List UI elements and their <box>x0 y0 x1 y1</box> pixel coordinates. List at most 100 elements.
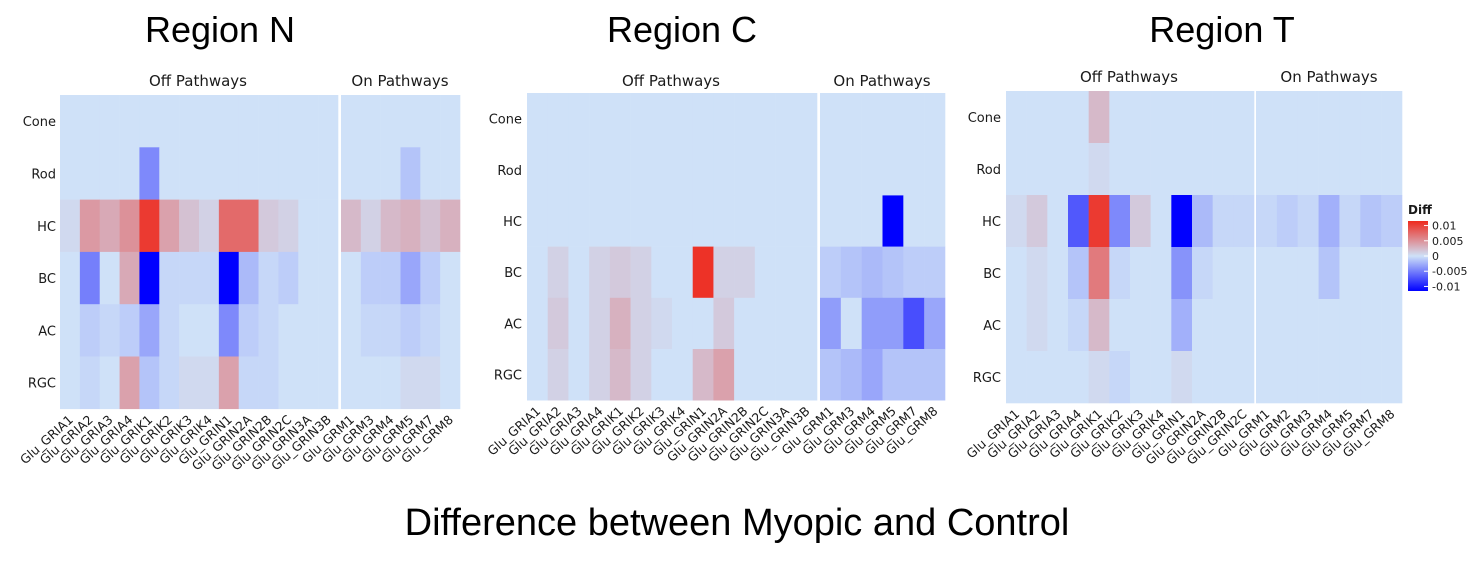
heatmap-cell <box>1339 143 1361 196</box>
heatmap-cell <box>1233 143 1255 196</box>
heatmap-cell <box>796 93 818 145</box>
heatmap-cell <box>796 349 818 401</box>
heatmap-cell <box>1088 351 1110 404</box>
heatmap-cell <box>1006 351 1027 404</box>
heatmap-cell <box>713 195 735 247</box>
heatmap-cell <box>1130 91 1151 144</box>
heatmap-cell <box>775 93 797 145</box>
heatmap-cell <box>1150 299 1172 352</box>
heatmap-cell <box>609 349 631 401</box>
heatmap-cell <box>568 297 590 350</box>
facet-strip-label: Off Pathways <box>1080 68 1178 86</box>
heatmap-cell <box>119 199 140 253</box>
heatmap-cell <box>713 297 735 350</box>
heatmap-cell <box>1088 195 1110 248</box>
heatmap-cell <box>882 246 904 299</box>
heatmap-facet: Off PathwaysGlu_GRIA1Glu_GRIA2Glu_GRIA3G… <box>963 68 1255 468</box>
heatmap-cell <box>630 297 652 350</box>
heatmap-cell <box>1068 299 1089 352</box>
heatmap-cell <box>713 144 735 196</box>
heatmap-cell <box>380 251 401 305</box>
legend-title: Diff <box>1408 203 1432 217</box>
heatmap-cell <box>1233 195 1255 248</box>
heatmap-cell <box>360 147 381 200</box>
heatmap-cell <box>924 349 946 401</box>
heatmap-cell <box>589 195 611 247</box>
heatmap-cell <box>159 199 180 253</box>
heatmap-cell <box>882 297 904 350</box>
heatmap-cell <box>99 251 120 305</box>
heatmap-cell <box>775 349 797 401</box>
heatmap-cell <box>380 199 401 253</box>
heatmap-cell <box>238 251 259 305</box>
heatmap-cell <box>278 199 299 253</box>
heatmap-cell <box>1109 91 1131 144</box>
legend-tick-label: 0 <box>1432 250 1439 263</box>
heatmap-cell <box>79 199 101 253</box>
heatmap-cell <box>400 356 421 410</box>
heatmap-cell <box>1130 247 1151 300</box>
heatmap-cell <box>60 356 81 410</box>
heatmap-cell <box>360 95 381 148</box>
heatmap-cell <box>568 349 590 401</box>
row-label: AC <box>983 319 1001 334</box>
facet-strip-label: On Pathways <box>1280 68 1377 86</box>
heatmap-cell <box>139 147 160 200</box>
heatmap-facet: On PathwaysGlu_GRM1Glu_GRM3Glu_GRM4Glu_G… <box>778 72 946 458</box>
heatmap-cell <box>278 95 299 148</box>
heatmap-cell <box>318 356 339 410</box>
heatmap-cell <box>754 349 776 401</box>
heatmap-cell <box>547 349 569 401</box>
heatmap-cell <box>861 349 883 401</box>
heatmap-cell <box>119 356 140 410</box>
heatmap-cell <box>882 349 904 401</box>
heatmap-cell <box>861 297 883 350</box>
facet-strip-label: Off Pathways <box>622 72 720 90</box>
row-label: BC <box>983 267 1001 282</box>
heatmap-cell <box>179 199 200 253</box>
heatmap-cell <box>1318 91 1340 144</box>
heatmap-cell <box>903 297 925 350</box>
heatmap-cell <box>568 246 590 299</box>
heatmap-cell <box>1256 299 1278 352</box>
heatmap-cell <box>318 147 339 200</box>
heatmap-cell <box>218 356 240 410</box>
heatmap-cell <box>1212 351 1234 404</box>
row-label: HC <box>37 220 56 235</box>
heatmap-cell <box>60 199 81 253</box>
heatmap-cell <box>298 251 319 305</box>
heatmap-cell <box>139 199 160 253</box>
heatmap-cell <box>903 144 925 196</box>
heatmap-cell <box>119 251 140 305</box>
heatmap-cell <box>903 349 925 401</box>
heatmap-cell <box>775 144 797 196</box>
heatmap-cell <box>1171 351 1193 404</box>
row-label: AC <box>504 317 522 332</box>
heatmap-cell <box>199 356 220 410</box>
heatmap-cell <box>589 349 611 401</box>
heatmap-cell <box>1171 91 1193 144</box>
heatmap-cell <box>734 297 756 350</box>
heatmap-cell <box>630 93 652 145</box>
heatmap-cell <box>861 195 883 247</box>
heatmap-cell <box>360 251 381 305</box>
heatmap-cell <box>754 297 776 350</box>
heatmap-cell <box>258 147 279 200</box>
heatmap-cell <box>99 147 120 200</box>
heatmap-cell <box>1047 351 1069 404</box>
heatmap-cell <box>924 246 946 299</box>
heatmap-cell <box>820 93 842 145</box>
heatmap-cell <box>775 195 797 247</box>
heatmap-cell <box>1130 195 1151 248</box>
heatmap-cell <box>924 297 946 350</box>
heatmap-cell <box>754 246 776 299</box>
row-label: HC <box>503 215 522 230</box>
heatmap-cell <box>218 199 240 253</box>
heatmap-cell <box>630 246 652 299</box>
heatmap-cell <box>1026 91 1048 144</box>
heatmap-cell <box>199 251 220 305</box>
heatmap-cell <box>1109 195 1131 248</box>
heatmap-cell <box>1381 91 1403 144</box>
row-label: Cone <box>968 111 1001 126</box>
heatmap-cell <box>924 144 946 196</box>
